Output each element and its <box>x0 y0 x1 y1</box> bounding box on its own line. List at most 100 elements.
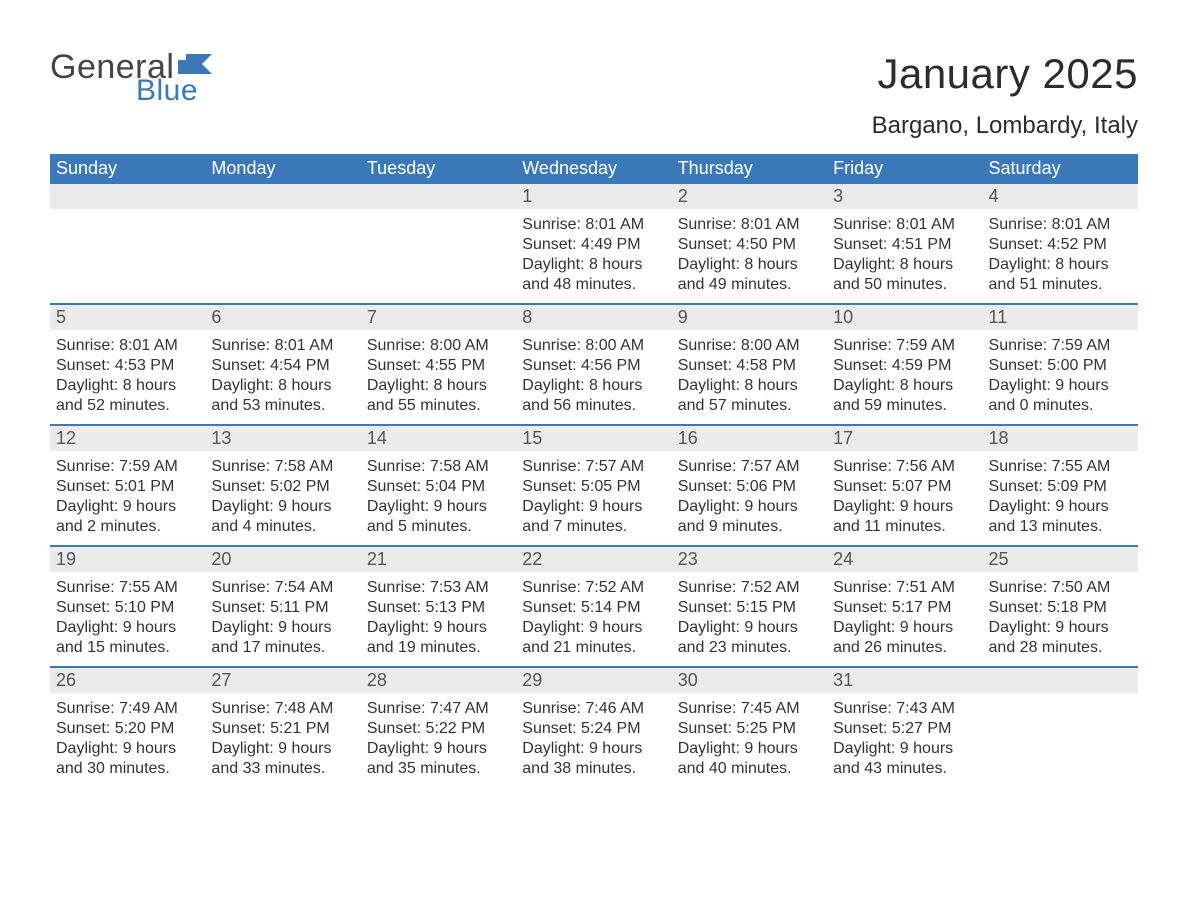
day-number: 29 <box>522 670 542 690</box>
sunrise-text: Sunrise: 8:01 AM <box>522 215 665 235</box>
day-number <box>211 186 216 206</box>
daynum-bar: 31 <box>827 668 982 693</box>
day-body: Sunrise: 8:00 AMSunset: 4:55 PMDaylight:… <box>361 330 516 416</box>
day-number: 14 <box>367 428 387 448</box>
daylight-text-2: and 4 minutes. <box>211 517 354 537</box>
sunrise-text: Sunrise: 7:45 AM <box>678 699 821 719</box>
day-number: 10 <box>833 307 853 327</box>
sunrise-text: Sunrise: 8:00 AM <box>367 336 510 356</box>
sunrise-text: Sunrise: 8:00 AM <box>522 336 665 356</box>
daylight-text-2: and 2 minutes. <box>56 517 199 537</box>
day-number: 3 <box>833 186 843 206</box>
day-cell: 11 Sunrise: 7:59 AMSunset: 5:00 PMDayligh… <box>983 305 1138 424</box>
day-body: Sunrise: 7:48 AMSunset: 5:21 PMDaylight:… <box>205 693 360 779</box>
daylight-text-2: and 7 minutes. <box>522 517 665 537</box>
sunset-text: Sunset: 4:53 PM <box>56 356 199 376</box>
day-cell: 10Sunrise: 7:59 AMSunset: 4:59 PMDayligh… <box>827 305 982 424</box>
sunset-text: Sunset: 4:54 PM <box>211 356 354 376</box>
day-cell: 8Sunrise: 8:00 AMSunset: 4:56 PMDaylight… <box>516 305 671 424</box>
day-cell: 9Sunrise: 8:00 AMSunset: 4:58 PMDaylight… <box>672 305 827 424</box>
daylight-text-1: Daylight: 9 hours <box>211 618 354 638</box>
daynum-bar <box>983 668 1138 693</box>
weekday-wednesday: Wednesday <box>516 154 671 184</box>
day-number: 2 <box>678 186 688 206</box>
week-row: 19Sunrise: 7:55 AMSunset: 5:10 PMDayligh… <box>50 545 1138 666</box>
week-row: 26Sunrise: 7:49 AMSunset: 5:20 PMDayligh… <box>50 666 1138 787</box>
day-cell: 17Sunrise: 7:56 AMSunset: 5:07 PMDayligh… <box>827 426 982 545</box>
header-row: General Blue January 2025 Bargano, Lomba… <box>50 50 1138 140</box>
day-cell: 19Sunrise: 7:55 AMSunset: 5:10 PMDayligh… <box>50 547 205 666</box>
daylight-text-1: Daylight: 9 hours <box>678 497 821 517</box>
day-cell <box>361 184 516 303</box>
daylight-text-2: and 17 minutes. <box>211 638 354 658</box>
day-cell: 16Sunrise: 7:57 AMSunset: 5:06 PMDayligh… <box>672 426 827 545</box>
daynum-bar: 7 <box>361 305 516 330</box>
daynum-bar: 29 <box>516 668 671 693</box>
daylight-text-2: and 19 minutes. <box>367 638 510 658</box>
daylight-text-2: and 56 minutes. <box>522 396 665 416</box>
day-cell: 30Sunrise: 7:45 AMSunset: 5:25 PMDayligh… <box>672 668 827 787</box>
sunrise-text: Sunrise: 7:47 AM <box>367 699 510 719</box>
day-number: 11 <box>989 307 1008 327</box>
daynum-bar: 28 <box>361 668 516 693</box>
day-number: 1 <box>522 186 532 206</box>
daylight-text-1: Daylight: 9 hours <box>211 497 354 517</box>
daylight-text-2: and 35 minutes. <box>367 759 510 779</box>
sunrise-text: Sunrise: 8:01 AM <box>989 215 1132 235</box>
day-number: 7 <box>367 307 377 327</box>
daynum-bar: 13 <box>205 426 360 451</box>
day-number: 13 <box>211 428 231 448</box>
day-body: Sunrise: 7:58 AMSunset: 5:04 PMDaylight:… <box>361 451 516 537</box>
daylight-text-1: Daylight: 8 hours <box>833 376 976 396</box>
daynum-bar <box>50 184 205 209</box>
daylight-text-1: Daylight: 9 hours <box>56 739 199 759</box>
logo-text-blue: Blue <box>136 76 212 106</box>
sunrise-text: Sunrise: 7:55 AM <box>989 457 1132 477</box>
calendar-page: General Blue January 2025 Bargano, Lomba… <box>0 0 1188 918</box>
daylight-text-2: and 28 minutes. <box>989 638 1132 658</box>
day-cell: 3 Sunrise: 8:01 AMSunset: 4:51 PMDaylight… <box>827 184 982 303</box>
sunset-text: Sunset: 5:14 PM <box>522 598 665 618</box>
day-number: 5 <box>56 307 66 327</box>
day-body: Sunrise: 7:51 AMSunset: 5:17 PMDaylight:… <box>827 572 982 658</box>
day-cell: 25Sunrise: 7:50 AMSunset: 5:18 PMDayligh… <box>983 547 1138 666</box>
day-body: Sunrise: 7:59 AMSunset: 5:00 PMDaylight:… <box>983 330 1138 416</box>
daylight-text-2: and 5 minutes. <box>367 517 510 537</box>
daylight-text-1: Daylight: 8 hours <box>211 376 354 396</box>
daylight-text-1: Daylight: 9 hours <box>678 618 821 638</box>
day-cell: 2 Sunrise: 8:01 AMSunset: 4:50 PMDaylight… <box>672 184 827 303</box>
day-cell: 27Sunrise: 7:48 AMSunset: 5:21 PMDayligh… <box>205 668 360 787</box>
daylight-text-2: and 15 minutes. <box>56 638 199 658</box>
daylight-text-2: and 11 minutes. <box>833 517 976 537</box>
day-number: 17 <box>833 428 853 448</box>
day-cell: 28Sunrise: 7:47 AMSunset: 5:22 PMDayligh… <box>361 668 516 787</box>
day-body: Sunrise: 7:52 AMSunset: 5:15 PMDaylight:… <box>672 572 827 658</box>
day-body: Sunrise: 8:00 AMSunset: 4:58 PMDaylight:… <box>672 330 827 416</box>
day-cell: 24 Sunrise: 7:51 AMSunset: 5:17 PMDayligh… <box>827 547 982 666</box>
daylight-text-1: Daylight: 8 hours <box>56 376 199 396</box>
sunset-text: Sunset: 5:05 PM <box>522 477 665 497</box>
sunset-text: Sunset: 5:06 PM <box>678 477 821 497</box>
day-number <box>56 186 61 206</box>
day-body: Sunrise: 8:01 AMSunset: 4:50 PMDaylight:… <box>672 209 827 295</box>
week-row: 5Sunrise: 8:01 AMSunset: 4:53 PMDaylight… <box>50 303 1138 424</box>
day-cell <box>205 184 360 303</box>
daynum-bar: 8 <box>516 305 671 330</box>
day-number: 24 <box>833 549 853 569</box>
daylight-text-1: Daylight: 9 hours <box>989 376 1132 396</box>
sunset-text: Sunset: 4:56 PM <box>522 356 665 376</box>
sunrise-text: Sunrise: 7:57 AM <box>522 457 665 477</box>
daynum-bar: 15 <box>516 426 671 451</box>
daynum-bar: 6 <box>205 305 360 330</box>
sunrise-text: Sunrise: 7:53 AM <box>367 578 510 598</box>
day-body: Sunrise: 8:01 AMSunset: 4:51 PMDaylight:… <box>827 209 982 295</box>
day-number: 4 <box>989 186 999 206</box>
sunset-text: Sunset: 5:27 PM <box>833 719 976 739</box>
sunset-text: Sunset: 5:18 PM <box>989 598 1132 618</box>
day-cell: 26Sunrise: 7:49 AMSunset: 5:20 PMDayligh… <box>50 668 205 787</box>
sunset-text: Sunset: 4:49 PM <box>522 235 665 255</box>
day-cell: 31Sunrise: 7:43 AMSunset: 5:27 PMDayligh… <box>827 668 982 787</box>
sunrise-text: Sunrise: 7:55 AM <box>56 578 199 598</box>
calendar-grid: Sunday Monday Tuesday Wednesday Thursday… <box>50 154 1138 787</box>
day-number: 23 <box>678 549 698 569</box>
